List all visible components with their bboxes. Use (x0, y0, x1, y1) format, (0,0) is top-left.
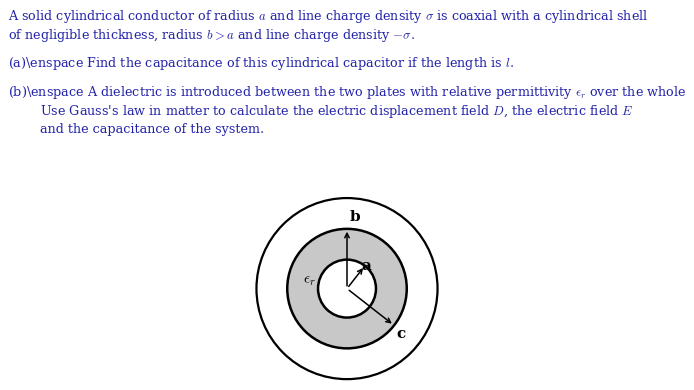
Text: A solid cylindrical conductor of radius $a$ and line charge density $\sigma$ is : A solid cylindrical conductor of radius … (8, 8, 649, 25)
Text: (a)\enspace Find the capacitance of this cylindrical capacitor if the length is : (a)\enspace Find the capacitance of this… (8, 55, 514, 73)
Text: and the capacitance of the system.: and the capacitance of the system. (40, 123, 264, 136)
Circle shape (318, 260, 376, 317)
Circle shape (257, 198, 437, 379)
Text: $\epsilon_r$: $\epsilon_r$ (303, 274, 315, 288)
Text: b: b (350, 210, 360, 224)
Text: a: a (362, 259, 371, 273)
Text: of negligible thickness, radius $b > a$ and line charge density $-\sigma$.: of negligible thickness, radius $b > a$ … (8, 27, 415, 44)
Text: c: c (397, 327, 406, 341)
Circle shape (287, 229, 407, 348)
Text: Use Gauss's law in matter to calculate the electric displacement field $D$, the : Use Gauss's law in matter to calculate t… (40, 103, 634, 121)
Text: (b)\enspace A dielectric is introduced between the two plates with relative perm: (b)\enspace A dielectric is introduced b… (8, 84, 687, 101)
